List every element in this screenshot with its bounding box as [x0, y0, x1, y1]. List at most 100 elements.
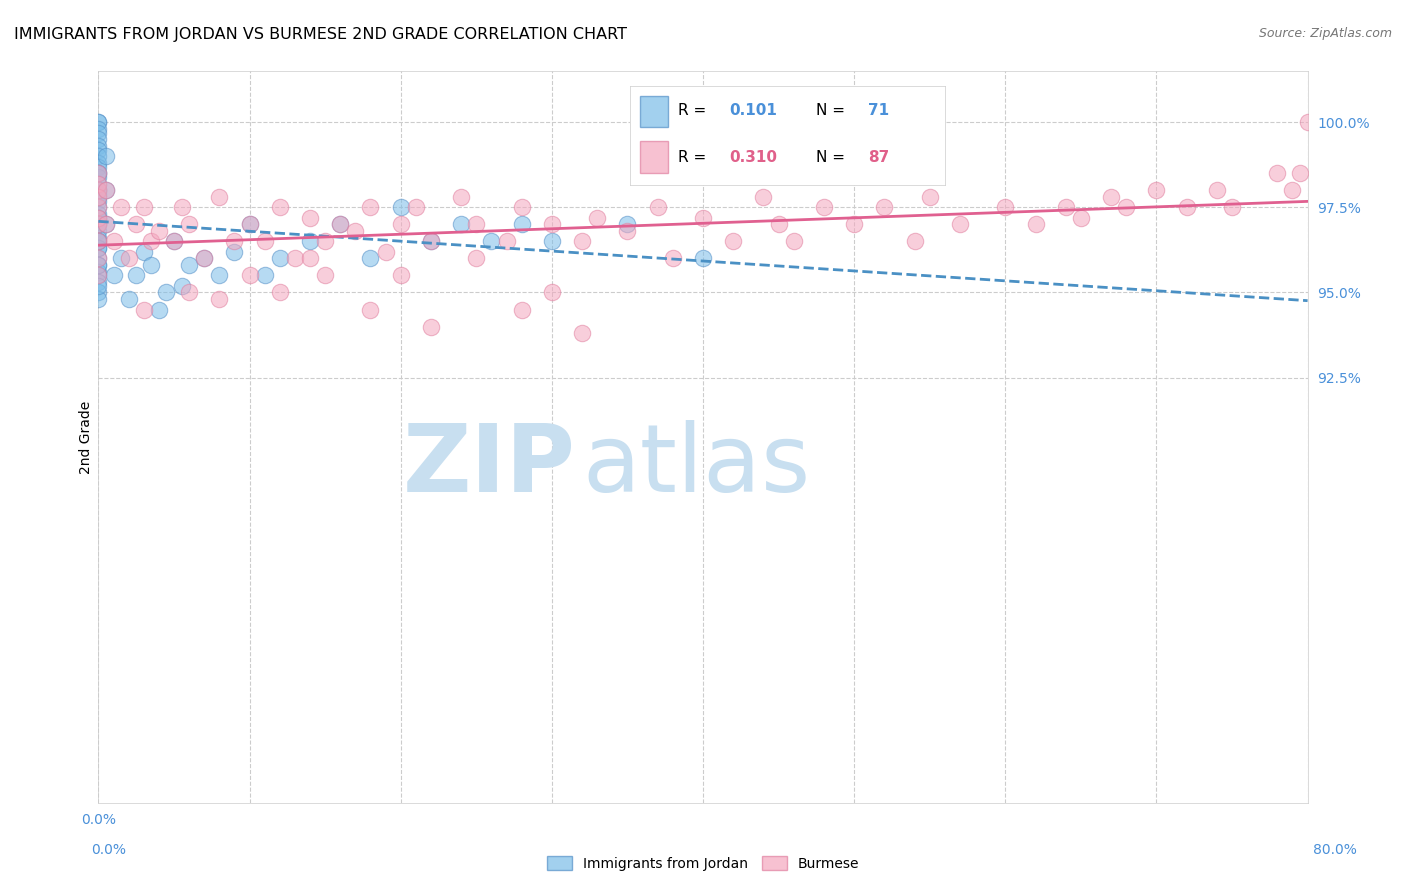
Point	[768, 218, 790, 232]
Point	[87, 139, 110, 153]
Point	[224, 244, 246, 259]
Point	[420, 235, 443, 249]
Point	[450, 190, 472, 204]
Point	[405, 201, 427, 215]
Point	[616, 224, 638, 238]
Point	[87, 258, 110, 272]
Point	[103, 235, 125, 249]
Text: 80.0%: 80.0%	[1313, 843, 1357, 857]
Point	[723, 235, 745, 249]
Point	[1115, 201, 1137, 215]
Point	[571, 235, 593, 249]
Point	[87, 241, 110, 255]
Point	[87, 268, 110, 283]
Point	[87, 169, 110, 184]
Point	[360, 201, 382, 215]
Point	[269, 285, 291, 300]
Point	[450, 218, 472, 232]
Point	[132, 201, 155, 215]
Point	[87, 177, 110, 191]
Point	[87, 183, 110, 197]
Point	[141, 258, 163, 272]
Point	[193, 252, 215, 266]
Point	[87, 211, 110, 225]
Point	[87, 143, 110, 157]
Point	[87, 190, 110, 204]
Point	[87, 265, 110, 279]
Point	[510, 201, 533, 215]
Point	[87, 166, 110, 180]
Point	[87, 285, 110, 300]
Text: ZIP: ZIP	[404, 420, 576, 512]
Point	[1296, 115, 1319, 129]
Point	[1175, 201, 1198, 215]
Text: Source: ZipAtlas.com: Source: ZipAtlas.com	[1258, 27, 1392, 40]
Text: 0.0%: 0.0%	[91, 843, 127, 857]
Point	[208, 268, 231, 283]
Point	[465, 218, 488, 232]
Point	[208, 190, 231, 204]
Point	[208, 293, 231, 307]
Point	[87, 231, 110, 245]
Point	[692, 211, 714, 225]
Point	[1206, 183, 1229, 197]
Point	[1289, 166, 1312, 180]
Point	[465, 252, 488, 266]
Point	[299, 235, 322, 249]
Point	[420, 235, 443, 249]
Point	[284, 252, 307, 266]
Point	[329, 218, 352, 232]
Point	[87, 126, 110, 140]
Point	[495, 235, 517, 249]
Point	[1267, 166, 1289, 180]
Point	[87, 293, 110, 307]
Point	[87, 241, 110, 255]
Y-axis label: 2nd Grade: 2nd Grade	[79, 401, 93, 474]
Point	[253, 268, 276, 283]
Point	[994, 201, 1017, 215]
Point	[360, 302, 382, 317]
Point	[87, 166, 110, 180]
Point	[299, 252, 322, 266]
Point	[125, 218, 148, 232]
Point	[94, 183, 117, 197]
Point	[87, 252, 110, 266]
Point	[481, 235, 503, 249]
Point	[269, 201, 291, 215]
Point	[94, 149, 117, 163]
Point	[1146, 183, 1168, 197]
Point	[87, 194, 110, 208]
Point	[103, 268, 125, 283]
Point	[918, 190, 941, 204]
Point	[510, 218, 533, 232]
Point	[329, 218, 352, 232]
Point	[87, 224, 110, 238]
Point	[239, 268, 262, 283]
Point	[94, 218, 117, 232]
Point	[87, 183, 110, 197]
Point	[813, 201, 835, 215]
Point	[540, 218, 562, 232]
Point	[571, 326, 593, 341]
Point	[163, 235, 186, 249]
Point	[87, 186, 110, 201]
Point	[904, 235, 927, 249]
Point	[148, 224, 170, 238]
Point	[87, 201, 110, 215]
Point	[239, 218, 262, 232]
Point	[118, 252, 141, 266]
Point	[540, 235, 562, 249]
Point	[87, 218, 110, 232]
Point	[661, 252, 683, 266]
Point	[783, 235, 806, 249]
Point	[87, 207, 110, 221]
Point	[132, 302, 155, 317]
Point	[239, 218, 262, 232]
Point	[1070, 211, 1092, 225]
Point	[87, 201, 110, 215]
Point	[87, 156, 110, 170]
Point	[510, 302, 533, 317]
Point	[374, 244, 396, 259]
Point	[87, 166, 110, 180]
Point	[87, 235, 110, 249]
